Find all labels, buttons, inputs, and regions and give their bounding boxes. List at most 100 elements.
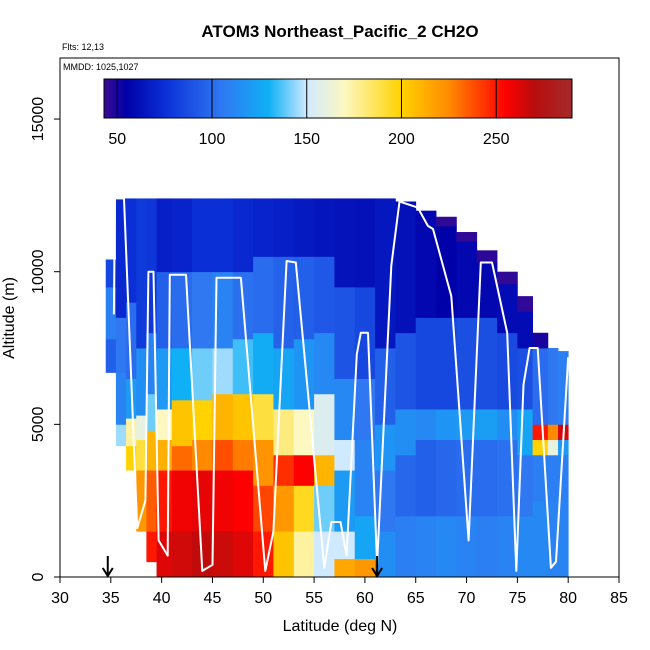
heatmap-cell [105,259,117,288]
heatmap-cell [146,332,157,395]
heatmap-cell [497,515,518,578]
heatmap-cell [136,470,147,532]
heatmap-cell [273,485,295,532]
heatmap-cell [532,332,549,349]
heatmap-cell [334,286,356,379]
heatmap-cell [354,439,376,517]
heatmap-cell [456,317,478,410]
heatmap-cell [293,256,315,340]
heatmap-cell [314,531,335,578]
heatmap-cell [415,210,437,318]
heatmap-cell [105,338,117,373]
heatmap-cell [476,515,498,578]
heatmap-cell [415,439,437,517]
heatmap-cell [232,439,254,471]
heatmap-cell [497,283,518,334]
heatmap-cell [558,454,569,502]
heatmap-cell [375,531,396,578]
heatmap-cell [532,439,549,456]
x-tick-label: 80 [559,590,577,607]
heatmap-cell [517,515,534,578]
heatmap-cell [375,424,396,471]
heatmap-cell [171,348,193,401]
heatmap-cell [314,198,335,257]
heatmap-cell [334,378,356,441]
heatmap-cell [253,256,274,334]
heatmap-cell [253,198,274,257]
heatmap-cell [115,317,127,373]
heatmap-cell [497,409,518,441]
heatmap-cell [273,198,295,257]
colorbar-tick-label: 150 [293,131,320,148]
heatmap-cell [146,470,157,532]
colorbar-tick-label: 50 [108,131,126,148]
heatmap-cell [436,317,457,410]
x-tick-label: 40 [153,590,171,607]
heatmap-cell [146,198,157,334]
heatmap-cell [395,409,417,456]
heatmap-cell [558,351,569,425]
colorbar-gradient [103,78,573,119]
heatmap-cell [547,439,559,456]
heatmap-cell [293,454,315,486]
y-axis-label: Altitude (m) [1,277,18,359]
heatmap-cell [171,531,193,578]
heatmap-cell [136,415,147,441]
heatmap-cell [192,531,213,578]
arrow-head [371,567,383,578]
heatmap-cell [436,216,457,227]
heatmap-cell [253,332,274,395]
y-tick-label: 15000 [30,97,47,142]
x-tick-label: 30 [51,590,69,607]
y-tick-label: 10000 [30,249,47,294]
heatmap-cell [476,439,498,517]
colorbar-tick-label: 200 [388,131,415,148]
heatmap-cell [115,424,127,447]
heatmap-cell [517,454,534,517]
heatmap-cell [273,348,295,410]
y-tick-label: 0 [30,572,47,581]
heatmap-cell [517,296,534,312]
heatmap-cell [212,531,234,578]
heatmap-cell [517,409,534,456]
heatmap-cell [456,232,478,242]
heatmap-cell [171,445,193,471]
heatmap-cell [558,500,569,578]
heatmap-cell [547,424,559,441]
heatmap-cell [354,198,376,288]
heatmap-cell [146,393,157,431]
heatmap-cell [253,485,274,532]
heatmap-cell [476,262,498,318]
heatmap-cell [232,198,254,273]
heatmap-cell [146,430,157,471]
heatmap-cell [314,332,335,395]
flight-track [112,197,570,572]
arrow-head [101,567,114,578]
heatmap-cell [547,348,559,425]
heatmap-cell [547,500,559,578]
heatmap-cell [212,198,234,273]
heatmap-cell [547,454,559,502]
x-tick-label: 70 [458,590,476,607]
heatmap-cell [436,439,457,517]
x-tick-label: 55 [305,590,323,607]
colorbar: 50 100 150 200 250 [103,78,573,148]
heatmap-cell [115,372,127,425]
heatmap-cell [456,515,478,578]
heatmap-cell [476,317,498,410]
heatmap-cell [171,470,193,532]
heatmap-cell [171,399,193,447]
x-axis-label: Latitude (deg N) [283,618,398,635]
heatmap-cell [192,348,213,401]
heatmap-cell [232,470,254,532]
heatmap-cell [436,515,457,578]
x-tick-label: 65 [407,590,425,607]
heatmap-cell [354,558,376,578]
heatmap [105,198,569,578]
y-axis: 0 5000 10000 15000 [30,97,61,581]
heatmap-cell [354,515,376,560]
heatmap-cell [136,198,147,349]
heatmap-cell [126,418,137,447]
heatmap-cell [212,470,234,532]
heatmap-cell [334,439,356,471]
